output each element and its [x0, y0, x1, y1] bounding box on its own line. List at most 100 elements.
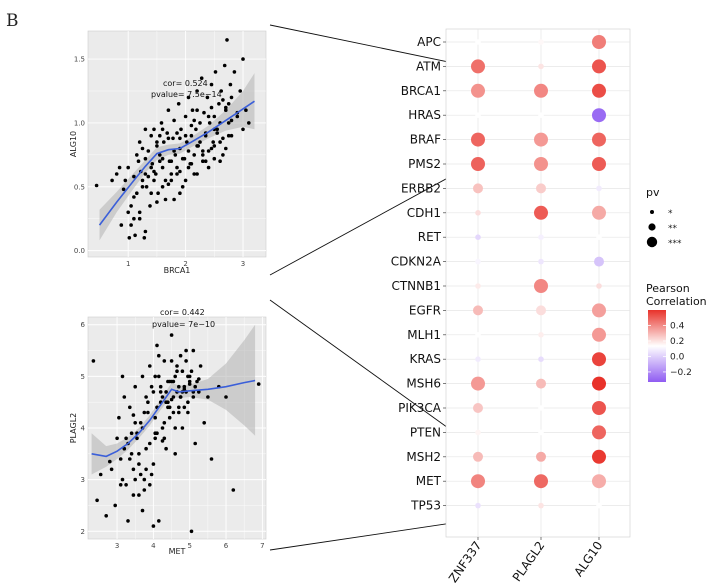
s1-point: [206, 165, 211, 170]
row-label-braf: BRAF: [410, 133, 441, 147]
colorbar-tick-label: 0.2: [670, 337, 684, 347]
row-label-msh2: MSH2: [406, 450, 441, 464]
dot-ctnnb1-alg10: [596, 283, 602, 289]
s2-point: [164, 390, 168, 394]
s1-point: [132, 195, 136, 199]
matrix-dots: [471, 35, 606, 509]
dot-mlh1-alg10: [592, 327, 606, 342]
s1-point: [229, 133, 234, 138]
s2-point: [184, 359, 188, 363]
dot-cdkn2a-plagl2: [538, 258, 544, 265]
s2-point: [187, 379, 192, 384]
scatter1-y-axis-title: ALG10: [69, 131, 78, 157]
s1-point: [155, 140, 159, 144]
dot-mlh1-znf337: [475, 332, 481, 338]
s2-point: [193, 441, 197, 446]
s1-point: [247, 121, 251, 125]
s2-point: [191, 348, 196, 353]
s2-point: [129, 431, 134, 436]
s2-point: [160, 439, 165, 443]
s2-point: [108, 459, 112, 464]
dot-mlh1-plagl2: [538, 332, 544, 338]
s1-point: [152, 178, 156, 183]
s2-point: [177, 384, 181, 389]
dot-hras-alg10: [592, 108, 606, 123]
dot-pten-plagl2: [538, 429, 544, 436]
s1-point: [163, 197, 168, 202]
s1-point: [229, 118, 234, 123]
correlation-legend-title-line1: Pearson: [646, 282, 690, 295]
s1-point: [224, 105, 228, 110]
significance-legend-dot: [648, 223, 656, 231]
s2-point: [131, 467, 136, 472]
s1-point: [209, 105, 214, 110]
s1-point: [172, 197, 176, 202]
s1-point: [171, 136, 175, 141]
s1-point: [221, 98, 225, 102]
s1-point: [195, 108, 199, 112]
s2-point: [140, 508, 145, 513]
scatter1-ticks: 1 2 3 0.0 0.5 1.0 1.5: [74, 56, 245, 268]
s2-point: [178, 353, 183, 358]
s1-point: [212, 114, 217, 119]
s1-point: [186, 149, 191, 153]
s2-point: [187, 382, 192, 386]
s2-point: [197, 377, 201, 381]
s2-point: [256, 382, 261, 386]
s1-point: [140, 185, 145, 189]
s1-point: [146, 174, 151, 179]
s1-point: [209, 82, 214, 87]
scatter-brca1-alg10: 1 2 3 0.0 0.5 1.0 1.5 cor= 0.524 pvalue= 7.5e−…: [69, 30, 267, 275]
s1-point: [189, 162, 194, 166]
s1-point: [114, 172, 119, 176]
s1-point: [206, 114, 211, 119]
s1-point: [129, 223, 133, 227]
s1-point: [235, 114, 240, 119]
dot-pms2-znf337: [471, 157, 485, 171]
s2-point: [140, 374, 145, 379]
s2-point: [120, 374, 125, 379]
s2-point: [177, 405, 181, 410]
scatter2-points: [91, 333, 261, 534]
s1-point: [142, 236, 147, 240]
s1-point: [221, 136, 225, 141]
s1-point: [194, 127, 198, 132]
s1-point: [163, 178, 168, 183]
s1-point: [205, 95, 210, 100]
scatter2-cor-annotation: cor= 0.442: [160, 308, 205, 317]
s1-point: [180, 156, 185, 161]
s1-point: [189, 133, 194, 138]
s1-point: [178, 191, 182, 195]
s1-point: [129, 204, 133, 208]
s2-point: [173, 374, 177, 379]
s1-point: [133, 233, 137, 238]
s1-point: [186, 165, 191, 170]
colorbar-tick-label: −0.2: [670, 368, 692, 378]
s1-point: [201, 159, 205, 163]
significance-legend-dot: [650, 210, 654, 214]
s1-point: [212, 156, 217, 161]
s1-point: [166, 108, 171, 112]
s2-point: [178, 395, 183, 399]
dot-hras-znf337: [475, 112, 481, 118]
s1-point: [189, 123, 194, 128]
dot-pms2-plagl2: [534, 157, 548, 171]
s1-point: [143, 156, 148, 161]
s2-point: [197, 390, 201, 394]
dot-apc-znf337: [475, 39, 481, 45]
s2-point: [162, 359, 167, 363]
s2-point: [135, 436, 139, 441]
s1-point: [158, 153, 162, 157]
s1-point: [166, 136, 171, 141]
s1-point: [195, 172, 199, 176]
scatter2-pvalue-annotation: pvalue= 7e−10: [152, 320, 215, 329]
row-label-met: MET: [416, 474, 442, 488]
row-label-pms2: PMS2: [408, 157, 441, 171]
dot-braf-plagl2: [534, 132, 548, 147]
s1-point: [179, 127, 183, 132]
s1-point: [175, 165, 179, 170]
dot-tp53-znf337: [475, 502, 481, 509]
s1-point: [241, 127, 245, 132]
dot-pik3ca-plagl2: [538, 405, 544, 411]
